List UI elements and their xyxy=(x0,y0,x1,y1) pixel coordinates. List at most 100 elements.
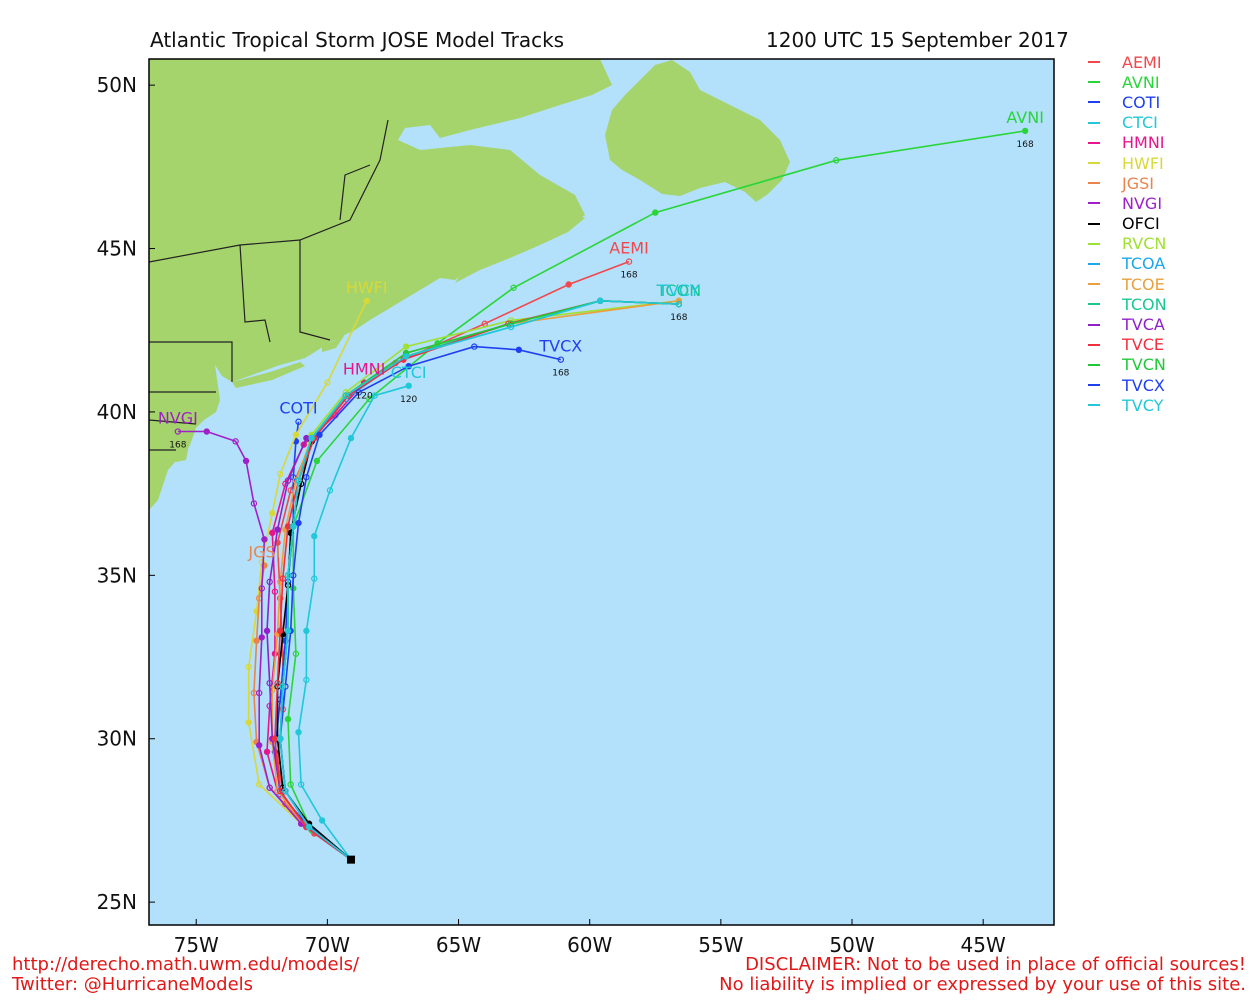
track-point xyxy=(279,683,286,690)
track-point xyxy=(274,526,281,533)
track-point xyxy=(269,510,276,517)
legend-swatch xyxy=(1088,343,1100,346)
lon-tick-label: 50W xyxy=(829,933,874,957)
legend-item-tcon: TCON xyxy=(1088,294,1238,314)
track-point xyxy=(284,715,292,723)
track-point xyxy=(284,572,292,579)
land-mainland xyxy=(149,59,612,510)
track-point xyxy=(675,300,683,308)
legend-item-aemi: AEMI xyxy=(1088,52,1238,72)
track-end-hour: 168 xyxy=(552,369,569,379)
track-point xyxy=(557,356,565,363)
track-point xyxy=(471,343,478,350)
track-point xyxy=(263,748,271,756)
legend-item-tvce: TVCE xyxy=(1088,335,1238,355)
track-point xyxy=(510,284,517,291)
storm-origin-marker xyxy=(346,855,355,864)
legend-swatch xyxy=(1088,182,1100,185)
track-point xyxy=(284,523,292,530)
track-point xyxy=(276,735,284,742)
track-point xyxy=(355,389,363,396)
track-point xyxy=(625,258,633,265)
tracks-layer xyxy=(174,127,1029,861)
track-point xyxy=(596,297,604,305)
track-point xyxy=(652,209,659,216)
track-point xyxy=(271,735,279,742)
disclaimer-line-1: DISCLAIMER: Not to be used in place of o… xyxy=(745,954,1246,975)
track-point xyxy=(255,781,263,788)
legend-label: AEMI xyxy=(1122,52,1162,72)
track-point xyxy=(290,523,297,530)
track-point xyxy=(269,529,276,537)
track-point xyxy=(242,457,250,465)
legend-item-tvcn: TVCN xyxy=(1088,355,1238,375)
track-point xyxy=(255,742,263,749)
track-point xyxy=(263,627,271,635)
legend-label: TCOE xyxy=(1122,274,1165,294)
track-point xyxy=(271,588,279,595)
track-point xyxy=(565,281,572,288)
footer-disclaimer: DISCLAIMER: Not to be used in place of o… xyxy=(719,955,1246,995)
legend-item-avni: AVNI xyxy=(1088,72,1238,92)
track-point xyxy=(311,575,318,582)
track-point xyxy=(402,353,410,360)
track-end-label: HWFI xyxy=(346,278,388,297)
legend-swatch xyxy=(1088,61,1100,64)
track-point xyxy=(282,787,289,795)
track-end-label: AVNI xyxy=(1006,108,1044,127)
track-point xyxy=(311,532,318,540)
track-end-label: JGSI xyxy=(247,543,280,562)
lat-tick-label: 35N xyxy=(97,563,137,587)
legend-item-nvgi: NVGI xyxy=(1088,193,1238,213)
track-point xyxy=(303,627,310,635)
track-point xyxy=(308,434,315,442)
land-nova-scotia xyxy=(455,214,585,283)
legend-item-tcoa: TCOA xyxy=(1088,254,1238,274)
legend-swatch xyxy=(1088,262,1100,265)
legend-swatch xyxy=(1088,242,1100,245)
land-anticosti xyxy=(495,88,555,106)
legend-swatch xyxy=(1088,101,1100,104)
legend-swatch xyxy=(1088,202,1100,205)
track-end-hour: 168 xyxy=(620,271,637,281)
legend-swatch xyxy=(1088,222,1100,225)
track-point xyxy=(507,323,515,331)
lon-tick-label: 70W xyxy=(305,933,350,957)
footer-twitter[interactable]: Twitter: @HurricaneModels xyxy=(12,974,254,995)
legend-swatch xyxy=(1088,323,1100,326)
lat-tick-label: 40N xyxy=(97,400,137,424)
track-point xyxy=(303,676,310,684)
lon-tick-label: 75W xyxy=(174,933,219,957)
track-end-label: AEMI xyxy=(609,239,649,258)
track-point xyxy=(295,728,302,736)
lon-tick-label: 55W xyxy=(698,933,743,957)
land-long-island xyxy=(232,362,305,388)
footer-url-link[interactable]: http://derecho.math.uwm.edu/models/ xyxy=(12,954,360,975)
legend-label: RVCN xyxy=(1122,234,1167,254)
lat-tick-label: 30N xyxy=(97,727,137,751)
track-point xyxy=(284,477,292,484)
track-end-label: CTCI xyxy=(391,363,427,382)
track-point xyxy=(250,500,258,507)
track-point xyxy=(326,487,334,494)
track-point xyxy=(284,627,292,635)
track-point xyxy=(318,817,326,824)
legend-label: OFCI xyxy=(1122,214,1160,234)
track-point xyxy=(295,477,302,484)
track-point xyxy=(295,519,302,527)
track-end-label: NVGI xyxy=(158,409,198,428)
track-point xyxy=(245,719,252,726)
track-point xyxy=(342,392,349,399)
track-point xyxy=(266,679,273,687)
legend-swatch xyxy=(1088,404,1100,407)
disclaimer-line-2: No liability is implied or expressed by … xyxy=(719,974,1246,995)
legend-item-tvca: TVCA xyxy=(1088,314,1238,334)
legend-label: NVGI xyxy=(1122,193,1163,213)
track-point xyxy=(292,431,300,439)
state-borders xyxy=(149,119,389,451)
legend-label: TCOA xyxy=(1122,254,1166,274)
track-avni xyxy=(287,130,1026,861)
track-point xyxy=(274,679,281,687)
map-frame xyxy=(148,58,1055,926)
track-point xyxy=(371,392,378,399)
